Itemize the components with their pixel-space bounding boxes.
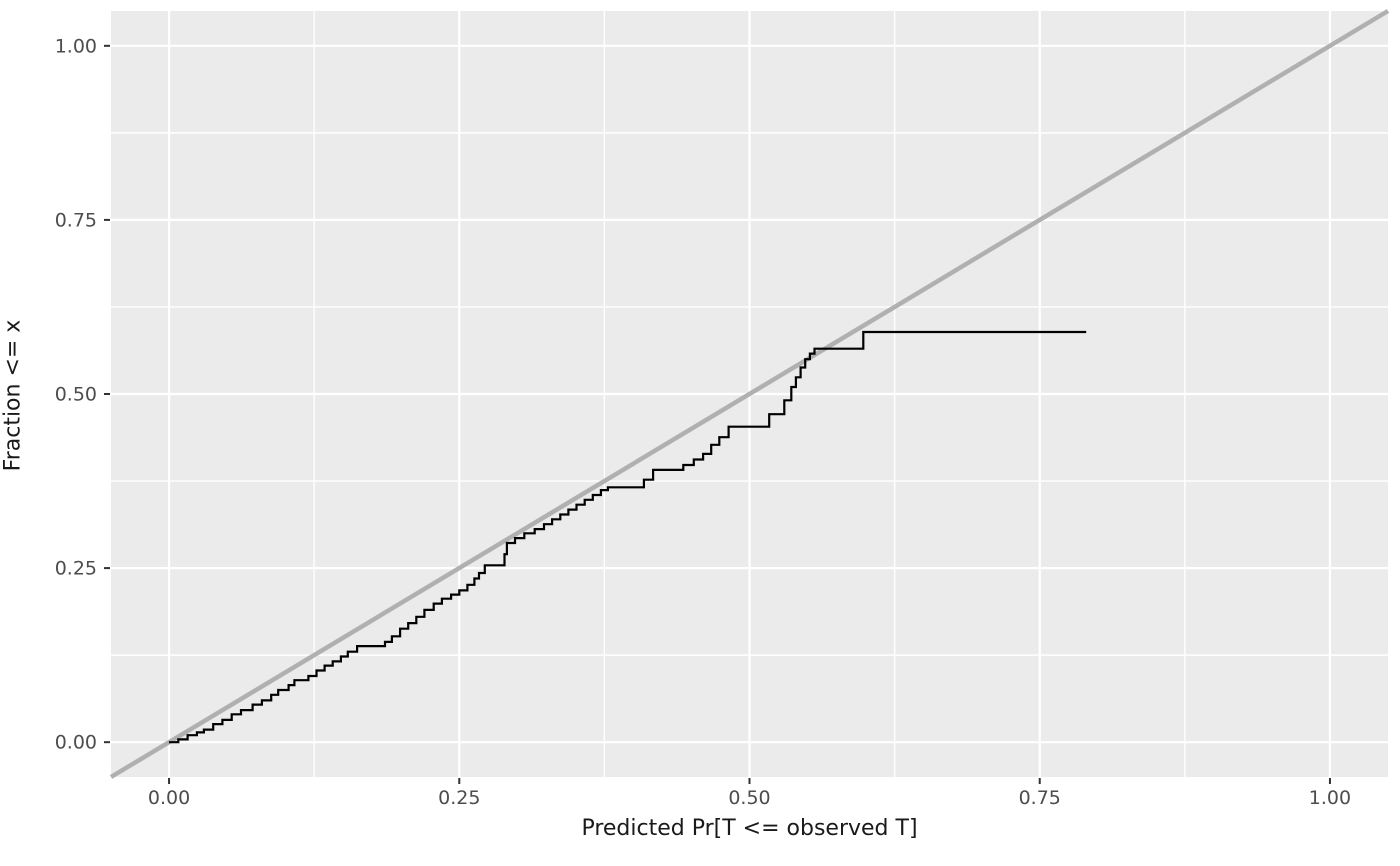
reference-diagonal-line [109,9,1390,779]
y-tick-label: 0.50 [55,384,97,406]
y-tick-label: 1.00 [55,35,97,57]
y-tick-label: 0.25 [55,558,97,580]
ecdf-step-line [169,330,1087,744]
y-axis-title: Fraction <= x [0,319,26,472]
y-tick-label: 0.00 [55,732,97,754]
x-tick-label: 0.50 [728,787,770,809]
x-tick-label: 0.25 [438,787,480,809]
axis-ticks [104,44,1331,784]
axis-tick-labels: 0.00 0.25 0.50 0.75 1.00 0.00 0.25 0.50 0.75 1.00 [55,35,1351,809]
x-axis-title: Predicted Pr[T <= observed T] [581,816,918,841]
x-tick-label: 1.00 [1309,787,1351,809]
x-tick-label: 0.00 [148,787,190,809]
y-tick-label: 0.75 [55,209,97,231]
x-tick-label: 0.75 [1019,787,1061,809]
